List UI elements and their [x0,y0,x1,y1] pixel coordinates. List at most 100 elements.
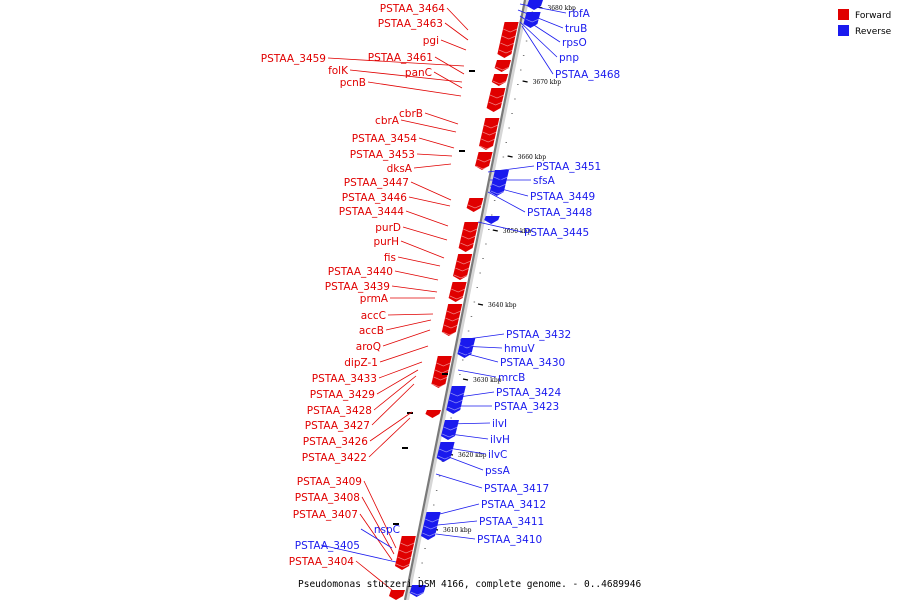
reverse-gene-label[interactable]: mrcB [498,372,525,384]
forward-label-line [367,81,462,97]
forward-gene-label[interactable]: PSTAA_3453 [350,149,415,161]
scale-tick-label: 3650 kbp [503,228,532,235]
reverse-gene-label[interactable]: PSTAA_3451 [536,161,601,173]
legend-reverse-label: Reverse [855,27,892,37]
forward-gene-label[interactable]: PSTAA_3447 [344,177,409,189]
reverse-label-line [487,191,526,213]
reverse-gene-label[interactable]: sfsA [533,175,556,187]
forward-gene-label[interactable]: PSTAA_3407 [293,509,358,521]
forward-gene-label[interactable]: dksA [387,163,413,175]
forward-gene-label[interactable]: aroQ [356,341,381,353]
forward-gene-label[interactable]: PSTAA_3408 [295,492,360,504]
forward-gene-label[interactable]: PSTAA_3428 [307,405,372,417]
reverse-label-line [447,422,491,425]
reverse-gene-label[interactable]: rpsO [562,37,587,49]
reverse-gene-label[interactable]: ilvH [490,434,510,446]
reverse-gene-label[interactable]: hmuV [504,343,536,355]
feature-chevron [449,295,464,300]
forward-gene-label[interactable]: PSTAA_3433 [312,373,377,385]
reverse-gene-label[interactable]: truB [565,23,587,35]
forward-gene-label[interactable]: PSTAA_3409 [297,476,362,488]
feature-chevron [495,66,510,71]
forward-gene-label[interactable]: PSTAA_3461 [368,52,433,64]
forward-gene-label[interactable]: folK [328,65,349,77]
reverse-gene-label[interactable]: PSTAA_3410 [477,534,542,546]
feature-chevron [398,549,414,554]
forward-gene-label[interactable]: PSTAA_3422 [302,452,367,464]
reverse-gene-label[interactable]: pnp [559,52,579,64]
feature-chevron [489,94,505,99]
forward-label-line [424,112,459,125]
reverse-gene-feature [523,12,541,28]
reverse-gene-label[interactable]: rbfA [568,8,591,20]
forward-gene-label[interactable]: cbrA [375,115,400,127]
reverse-gene-label[interactable]: ilvC [488,449,507,461]
forward-label-line [440,39,467,51]
forward-gene-label[interactable]: PSTAA_3426 [303,436,369,448]
reverse-gene-label[interactable]: PSTAA_3405 [295,540,360,552]
reverse-gene-label[interactable]: PSTAA_3417 [484,483,549,495]
reverse-gene-label[interactable]: PSTAA_3411 [479,516,544,528]
forward-gene-label[interactable]: prmA [360,293,389,305]
reverse-gene-label[interactable]: PSTAA_3412 [481,499,546,511]
reverse-gene-label[interactable]: PSTAA_3430 [500,357,565,369]
forward-label-line [397,256,441,267]
forward-gene-label[interactable]: cbrB [399,108,423,120]
reverse-gene-label[interactable]: PSTAA_3432 [506,329,571,341]
reverse-gene-label[interactable]: ilvI [492,418,507,430]
forward-gene-label[interactable]: pcnB [340,77,366,89]
forward-gene-label[interactable]: fis [384,252,396,264]
feature-chevron [442,331,457,336]
reverse-gene-label[interactable]: PSTAA_3468 [555,69,620,81]
feature-chevron [396,563,411,568]
forward-gene-feature [479,118,500,150]
forward-label-line [418,137,455,149]
forward-gene-label[interactable]: accC [361,310,386,322]
forward-label-line [327,57,465,67]
forward-gene-label[interactable]: PSTAA_3439 [325,281,390,293]
forward-gene-label[interactable]: PSTAA_3440 [328,266,393,278]
feature-chevron [400,542,415,547]
forward-gene-label[interactable]: PSTAA_3459 [261,53,326,65]
feature-chevron [432,383,447,388]
forward-gene-label[interactable]: PSTAA_3444 [339,206,405,218]
reverse-gene-label[interactable]: PSTAA_3448 [527,207,592,219]
forward-gene-label[interactable]: PSTAA_3427 [305,420,370,432]
feature-chevron [481,138,496,143]
reverse-gene-label[interactable]: PSTAA_3449 [530,191,595,203]
scale-tick-label: 3660 kbp [518,154,547,161]
forward-gene-label[interactable]: accB [359,325,384,337]
feature-chevron [451,288,466,293]
reverse-gene-label[interactable]: PSTAA_3424 [496,387,562,399]
feature-chevron [448,399,464,404]
reverse-gene-label[interactable]: nspC [374,524,400,536]
forward-gene-label[interactable]: dipZ-1 [344,357,378,369]
forward-label-line [402,226,448,241]
forward-gene-label[interactable]: purH [373,236,399,248]
feature-chevron [503,28,518,33]
forward-gene-label[interactable]: PSTAA_3404 [289,556,355,568]
forward-gene-label[interactable]: pgi [423,35,439,47]
reverse-gene-label[interactable]: PSTAA_3445 [524,227,589,239]
forward-gene-label[interactable]: PSTAA_3429 [310,389,375,401]
feature-chevron [492,183,507,188]
forward-gene-label[interactable]: panC [405,67,432,79]
scale-tick-label: 3670 kbp [533,79,562,86]
reverse-label-line [519,21,558,58]
forward-gene-label[interactable]: PSTAA_3454 [352,133,418,145]
forward-gene-label[interactable]: PSTAA_3446 [342,192,408,204]
forward-gene-feature [389,590,405,600]
forward-gene-label[interactable]: PSTAA_3463 [378,18,443,30]
feature-chevron [422,532,437,537]
forward-label-line [413,163,452,169]
reverse-gene-label[interactable]: PSTAA_3423 [494,401,559,413]
feature-chevron [479,145,494,150]
reverse-label-line [487,165,535,173]
scale-tick-mark [462,378,469,381]
reverse-gene-label[interactable]: pssA [485,465,511,477]
forward-gene-label[interactable]: PSTAA_3464 [380,3,446,15]
forward-label-line [379,345,429,363]
feature-chevron [397,556,412,561]
forward-gene-label[interactable]: purD [375,222,401,234]
feature-chevron [456,260,471,265]
